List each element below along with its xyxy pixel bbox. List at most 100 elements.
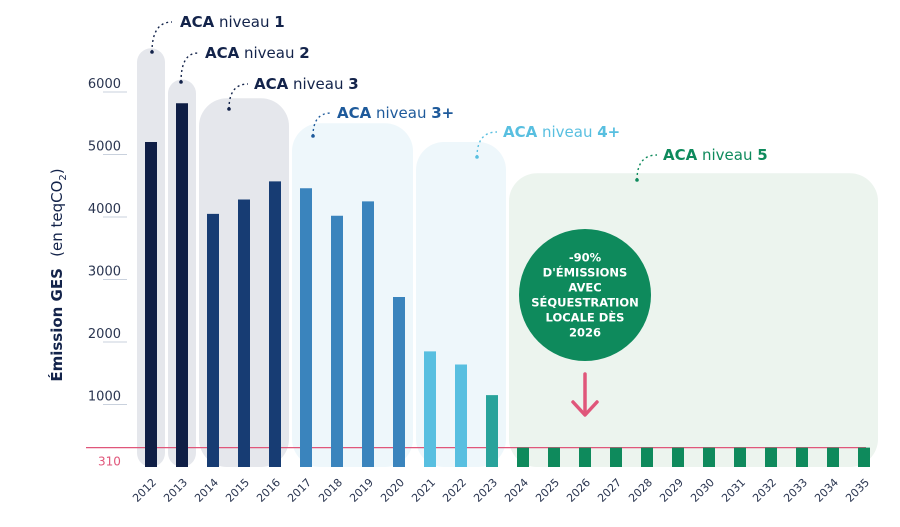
level-5-label-aca: ACA xyxy=(503,123,538,141)
x-tick-2015: 2015 xyxy=(223,476,252,505)
bar-2012 xyxy=(145,142,157,467)
level-1-label-niveau: niveau xyxy=(214,13,274,31)
callout-line-3: AVEC xyxy=(568,281,601,295)
level-1-anchor-dot xyxy=(150,50,154,54)
bar-2035 xyxy=(858,447,870,467)
y-tick-5000: 5000 xyxy=(88,140,121,155)
callout-circle xyxy=(519,229,651,361)
level-4-label-aca: ACA xyxy=(337,104,372,122)
bars xyxy=(145,103,870,467)
level-5-label-niveau: niveau xyxy=(537,123,597,141)
level-5-label-number: 4+ xyxy=(597,123,620,141)
bar-2027 xyxy=(610,447,622,467)
x-tick-2033: 2033 xyxy=(781,476,810,505)
level-2-label: ACA niveau 2 xyxy=(205,44,310,62)
level-1-label: ACA niveau 1 xyxy=(180,13,285,31)
x-tick-2012: 2012 xyxy=(130,476,159,505)
y-tick-2000: 2000 xyxy=(88,327,121,342)
x-tick-2013: 2013 xyxy=(161,476,190,505)
bar-2033 xyxy=(796,447,808,467)
x-tick-2026: 2026 xyxy=(564,476,593,505)
y-tick-6000: 6000 xyxy=(88,77,121,92)
level-6-label-aca: ACA xyxy=(663,146,698,164)
level-6-anchor-dot xyxy=(635,178,639,182)
level-1-label-number: 1 xyxy=(274,13,284,31)
level-3-label: ACA niveau 3 xyxy=(254,75,359,93)
level-4-anchor-dot xyxy=(311,134,315,138)
y-gridlines xyxy=(103,91,127,405)
level-1-label-aca: ACA xyxy=(180,13,215,31)
bar-2014 xyxy=(207,213,219,467)
bar-2016 xyxy=(269,181,281,467)
x-tick-2035: 2035 xyxy=(843,476,872,505)
y-axis-label-unit-end: ) xyxy=(48,168,66,174)
level-5-label: ACA niveau 4+ xyxy=(503,123,620,141)
y-axis-label-main: Émission GES xyxy=(47,268,66,382)
callout-arrow-head xyxy=(571,400,599,417)
reference-line-label: 310 xyxy=(98,455,121,469)
y-axis-label-unit: (en teqCO xyxy=(48,181,66,257)
level-4-label-niveau: niveau xyxy=(371,104,431,122)
x-tick-2020: 2020 xyxy=(378,476,407,505)
y-axis-label: Émission GES (en teqCO2) xyxy=(47,168,69,381)
bar-2029 xyxy=(672,447,684,467)
level-1-connector xyxy=(151,21,173,53)
x-tick-2018: 2018 xyxy=(316,476,345,505)
bar-2025 xyxy=(548,447,560,467)
x-tick-2022: 2022 xyxy=(440,476,469,505)
level-3-label-number: 3 xyxy=(348,75,358,93)
x-tick-2021: 2021 xyxy=(409,476,438,505)
bar-2034 xyxy=(827,447,839,467)
x-tick-2017: 2017 xyxy=(285,476,314,505)
bar-2032 xyxy=(765,447,777,467)
bar-2018 xyxy=(331,215,343,467)
level-2-label-number: 2 xyxy=(299,44,309,62)
level-4-label-number: 3+ xyxy=(431,104,454,122)
x-tick-2029: 2029 xyxy=(657,476,686,505)
callout-line-5: LOCALE DÈS xyxy=(546,310,625,325)
x-tick-2030: 2030 xyxy=(688,476,717,505)
x-tick-2034: 2034 xyxy=(812,476,841,505)
x-tick-2016: 2016 xyxy=(254,476,283,505)
level-2-label-niveau: niveau xyxy=(239,44,299,62)
y-tick-3000: 3000 xyxy=(88,265,121,280)
level-5-anchor-dot xyxy=(475,155,479,159)
level-6-label: ACA niveau 5 xyxy=(663,146,768,164)
level-4-background xyxy=(292,123,413,467)
level-6-label-number: 5 xyxy=(757,146,767,164)
bar-2024 xyxy=(517,447,529,467)
bar-2019 xyxy=(362,201,374,467)
bar-2013 xyxy=(176,103,188,467)
x-tick-2032: 2032 xyxy=(750,476,779,505)
bar-2021 xyxy=(424,351,436,467)
level-2-connector xyxy=(180,52,199,83)
bar-2023 xyxy=(486,395,498,467)
x-tick-labels: 2012 2013 2014 2015 2016 2017 2018 2019 2020 2021… xyxy=(130,476,872,505)
callout-line-1: -90% xyxy=(569,251,602,265)
bar-2028 xyxy=(641,447,653,467)
callout-line-4: SÉQUESTRATION xyxy=(531,295,639,310)
bar-2020 xyxy=(393,297,405,467)
bar-2030 xyxy=(703,447,715,467)
bar-2026 xyxy=(579,447,591,467)
x-tick-2025: 2025 xyxy=(533,476,562,505)
level-2-label-aca: ACA xyxy=(205,44,240,62)
x-tick-2031: 2031 xyxy=(719,476,748,505)
bar-2017 xyxy=(300,188,312,467)
x-tick-2027: 2027 xyxy=(595,476,624,505)
bar-2015 xyxy=(238,199,250,467)
y-tick-labels: 1000 2000 3000 4000 5000 6000 xyxy=(88,77,121,405)
x-tick-2024: 2024 xyxy=(502,476,531,505)
level-3-anchor-dot xyxy=(227,107,231,111)
y-tick-4000: 4000 xyxy=(88,202,121,217)
level-4-connector xyxy=(312,112,332,137)
level-3-label-aca: ACA xyxy=(254,75,289,93)
x-tick-2019: 2019 xyxy=(347,476,376,505)
level-3-label-niveau: niveau xyxy=(288,75,348,93)
callout-line-6: 2026 xyxy=(569,326,601,340)
x-tick-2028: 2028 xyxy=(626,476,655,505)
bar-2031 xyxy=(734,447,746,467)
